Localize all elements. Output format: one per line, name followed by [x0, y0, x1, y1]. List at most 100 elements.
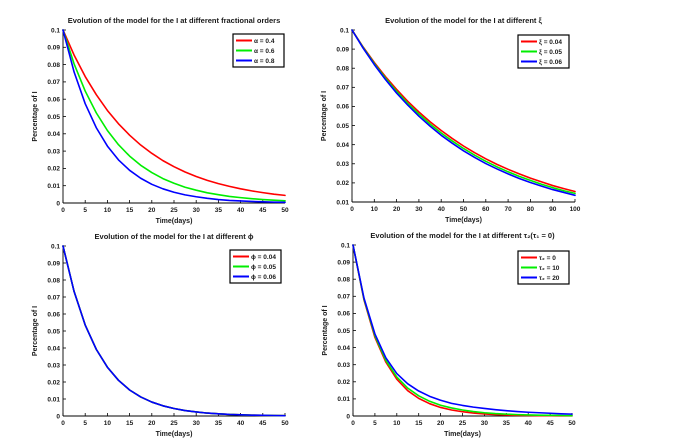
plot-title: Evolution of the model for the I at diff…: [370, 231, 555, 240]
y-tick-label: 0.06: [47, 311, 60, 318]
curve-τ₂ = 20: [352, 244, 573, 415]
y-tick-label: 0.06: [47, 97, 60, 104]
x-tick-label: 10: [393, 420, 401, 427]
y-tick-label: 0.1: [341, 242, 350, 249]
x-tick-label: 15: [126, 207, 134, 214]
legend-label: α = 0.6: [254, 48, 275, 55]
y-tick-label: 0.05: [47, 328, 60, 335]
y-tick-label: 0: [346, 413, 350, 420]
x-tick-label: 35: [215, 207, 223, 214]
x-tick-label: 45: [546, 420, 554, 427]
curve-τ₂ = 10: [352, 244, 573, 417]
y-tick-label: 0.04: [47, 345, 60, 352]
subplot-xi: 0 10 20 30 40 50 60 70 80 90 100 0.01 0.02 0.03 0.04 0.…: [321, 16, 581, 224]
curve-ξ = 0.05: [351, 29, 576, 195]
x-tick-label: 10: [104, 207, 112, 214]
x-tick-label: 100: [570, 206, 581, 213]
subplot-fractional-orders: 0 5 10 15 20 25 30 35 40 45 50 0 0.01 0.02 0.03 0.04 0.0…: [32, 16, 289, 225]
legend: ϕ = 0.04 ϕ = 0.05 ϕ = 0.06: [229, 249, 282, 284]
x-tick-label: 25: [459, 420, 467, 427]
x-tick-label: 5: [83, 207, 87, 214]
legend-label: ξ = 0.04: [539, 39, 562, 46]
legend-label: ϕ = 0.05: [251, 264, 276, 271]
legend: α = 0.4 α = 0.6 α = 0.8: [232, 33, 285, 68]
x-tick-label: 30: [193, 420, 201, 427]
y-tick-label: 0.09: [47, 45, 60, 52]
y-tick-label: 0.08: [47, 277, 60, 284]
y-tick-label: 0.06: [337, 311, 350, 318]
x-tick-label: 15: [126, 420, 134, 427]
y-tick-label: 0.05: [336, 123, 349, 130]
x-tick-label: 40: [438, 206, 446, 213]
x-axis-label: Time(days): [156, 218, 193, 225]
x-tick-label: 30: [481, 420, 489, 427]
y-tick-label: 0.09: [47, 260, 60, 267]
plot-title: Evolution of the model for the I at diff…: [385, 16, 542, 25]
y-tick-label: 0.05: [47, 114, 60, 121]
y-tick-label: 0.02: [337, 379, 350, 386]
y-tick-label: 0.07: [337, 294, 350, 301]
plot-title: Evolution of the model for the I at diff…: [68, 16, 281, 25]
y-tick-label: 0: [56, 200, 60, 207]
x-tick-label: 15: [415, 420, 423, 427]
y-axis-label: Percentage of I: [321, 91, 328, 141]
x-tick-label: 50: [568, 420, 576, 427]
plot-title: Evolution of the model for the I at diff…: [95, 232, 254, 241]
y-tick-label: 0.03: [47, 148, 60, 155]
y-tick-label: 0.09: [336, 46, 349, 53]
x-tick-label: 70: [504, 206, 512, 213]
y-tick-label: 0.04: [336, 142, 349, 149]
x-tick-label: 25: [170, 207, 178, 214]
legend-label: α = 0.8: [254, 58, 275, 65]
x-tick-label: 90: [549, 206, 557, 213]
x-tick-label: 0: [61, 207, 65, 214]
y-tick-label: 0.1: [51, 27, 60, 34]
x-tick-label: 30: [415, 206, 423, 213]
y-tick-label: 0.08: [336, 66, 349, 73]
curve-ξ = 0.06: [351, 29, 576, 197]
x-axis-label: Time(days): [445, 217, 482, 224]
y-tick-label: 0.1: [340, 27, 349, 34]
x-tick-label: 30: [193, 207, 201, 214]
legend: ξ = 0.04 ξ = 0.05 ξ = 0.06: [517, 34, 570, 69]
legend-label: τ₂ = 0: [539, 255, 556, 262]
x-tick-label: 0: [350, 206, 354, 213]
curve-ξ = 0.04: [351, 29, 576, 193]
y-tick-label: 0.01: [337, 396, 350, 403]
legend-label: τ₂ = 10: [539, 265, 560, 272]
x-tick-label: 40: [237, 420, 245, 427]
x-tick-label: 0: [61, 420, 65, 427]
y-tick-label: 0.05: [337, 328, 350, 335]
curve-α = 0.6: [62, 29, 286, 202]
x-tick-label: 45: [259, 420, 267, 427]
x-tick-label: 20: [393, 206, 401, 213]
curve-ϕ = 0.06: [62, 245, 286, 417]
y-tick-label: 0.06: [336, 104, 349, 111]
y-tick-label: 0: [56, 413, 60, 420]
x-tick-label: 10: [371, 206, 379, 213]
x-tick-label: 80: [527, 206, 535, 213]
legend-label: α = 0.4: [254, 38, 275, 45]
y-tick-label: 0.01: [336, 199, 349, 206]
legend-label: τ₂ = 20: [539, 275, 560, 282]
x-tick-label: 10: [104, 420, 112, 427]
legend-label: ξ = 0.05: [539, 49, 562, 56]
y-tick-label: 0.03: [336, 161, 349, 168]
legend-label: ξ = 0.06: [539, 59, 562, 66]
x-tick-label: 5: [373, 420, 377, 427]
x-axis-label: Time(days): [156, 431, 193, 438]
y-tick-label: 0.04: [47, 131, 60, 138]
x-tick-label: 40: [237, 207, 245, 214]
x-tick-label: 50: [460, 206, 468, 213]
x-tick-label: 60: [482, 206, 490, 213]
y-axis-label: Percentage of I: [322, 305, 329, 355]
y-tick-label: 0.08: [47, 62, 60, 69]
y-tick-label: 0.02: [47, 379, 60, 386]
y-tick-label: 0.09: [337, 259, 350, 266]
x-tick-label: 0: [351, 420, 355, 427]
subplot-phi: 0 5 10 15 20 25 30 35 40 45 50 0 0.01 0.02 0.03 0.04 0.0…: [32, 232, 289, 438]
x-tick-label: 40: [525, 420, 533, 427]
legend: τ₂ = 0 τ₂ = 10 τ₂ = 20: [517, 250, 570, 285]
